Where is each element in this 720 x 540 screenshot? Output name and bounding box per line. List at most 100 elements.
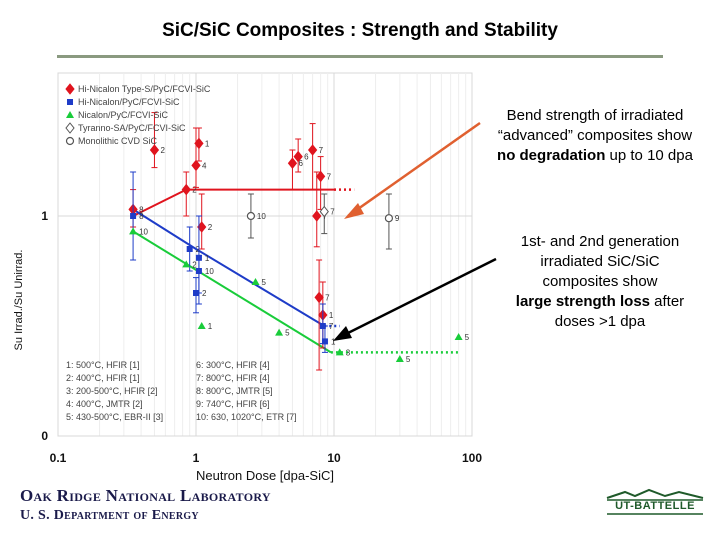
point-label: 7 <box>323 212 328 221</box>
note1-bold: no degradation <box>497 147 606 164</box>
point-label: 8 <box>139 205 144 214</box>
y-tick-label: 1 <box>41 209 48 223</box>
point-label: 10 <box>257 212 266 221</box>
point-label: 8 <box>139 212 144 221</box>
arrowhead-black <box>333 326 352 341</box>
marker-square <box>321 338 328 345</box>
condition-label: 10: 630, 1020°C, ETR [7] <box>196 412 297 422</box>
point-label: 5 <box>285 329 290 338</box>
point-label: 2 <box>160 146 165 155</box>
axes: 0.1 1 10 100 0 1 <box>41 209 482 465</box>
note2-line3: composites show <box>542 273 658 290</box>
logo-text: UT-BATTELLE <box>615 500 695 512</box>
point-label: 5 <box>465 333 470 342</box>
point-label: 2 <box>208 223 213 232</box>
point-label: 7 <box>327 172 332 181</box>
note1-tail: up to 10 dpa <box>605 147 693 164</box>
condition-label: 8: 800°C, JMTR [5] <box>196 386 273 396</box>
note2-line5: doses >1 dpa <box>554 313 646 330</box>
marker-triangle <box>66 111 74 118</box>
note2-line1: 1st- and 2nd generation <box>520 233 680 250</box>
legend: Hi-Nicalon Type-S/PyC/FCVI-SiC Hi-Nicalon… <box>65 83 211 146</box>
marker-diamond <box>65 83 75 95</box>
marker-diamond <box>307 144 318 156</box>
point-label: 2 <box>196 245 201 254</box>
point-label: 10 <box>139 227 148 236</box>
marker-diamond <box>149 144 160 156</box>
marker-diamond <box>194 137 204 150</box>
point-label: 7 <box>325 293 330 302</box>
marker-diamond <box>314 291 324 304</box>
annotation-arrows <box>333 121 497 341</box>
condition-label: 2: 400°C, HFIR [1] <box>66 373 140 383</box>
marker-diamond <box>315 170 326 183</box>
point-label: 1 <box>329 311 334 320</box>
arrow-black <box>337 257 497 340</box>
y-axis-label: Su Irrad./Su Unirrad. <box>13 250 25 351</box>
marker-triangle <box>275 328 284 336</box>
point-label: 2 <box>192 186 197 195</box>
marker-diamond <box>191 159 201 172</box>
page-title: SiC/SiC Composites : Strength and Stabil… <box>162 20 558 41</box>
x-tick-label: 10 <box>327 451 341 465</box>
marker-diamond <box>65 122 75 134</box>
point-label: 3 <box>346 348 351 357</box>
legend-label: Tyranno-SA/PyC/FCVI-SiC <box>78 123 186 133</box>
condition-label: 9: 740°C, HFIR [6] <box>196 399 270 409</box>
x-tick-label: 0.1 <box>50 451 67 465</box>
ut-battelle-logo <box>606 488 704 515</box>
point-label: 4 <box>202 161 207 170</box>
marker-square <box>130 213 137 219</box>
x-tick-label: 1 <box>193 451 200 465</box>
legend-label: Hi-Nicalon/PyC/FCVI-SiC <box>78 97 180 107</box>
org-department: U. S. Department of Energy <box>20 508 199 523</box>
point-label: 7 <box>329 322 334 331</box>
point-label: 6 <box>304 153 309 162</box>
condition-label: 4: 400°C, JMTR [2] <box>66 399 143 409</box>
note2-tail: after <box>650 293 685 310</box>
annotation-no-degradation: Bend strength of irradiated “advanced” c… <box>470 106 720 166</box>
point-label: 7 <box>330 208 335 217</box>
legend-label: Hi-Nicalon Type-S/PyC/FCVI-SiC <box>78 84 211 94</box>
trend-line <box>132 230 332 354</box>
title-divider <box>57 55 663 58</box>
annotation-strength-loss: 1st- and 2nd generation irradiated SiC/S… <box>480 232 720 332</box>
condition-label: 5: 430-500°C, EBR-II [3] <box>66 412 163 422</box>
marker-square <box>67 99 73 105</box>
marker-triangle <box>182 260 191 268</box>
marker-circle <box>246 211 256 221</box>
condition-label: 1: 500°C, HFIR [1] <box>66 360 140 370</box>
conditions-list: 1: 500°C, HFIR [1] 2: 400°C, HFIR [1] 3: 2… <box>66 360 297 422</box>
x-axis-label: Neutron Dose [dpa-SiC] <box>196 468 334 483</box>
point-label: 6 <box>298 159 303 168</box>
point-label: 10 <box>205 267 214 276</box>
footer-organization: Oak Ridge National Laboratory U. S. Depa… <box>20 486 271 524</box>
point-label: 2 <box>202 289 207 298</box>
marker-triangle <box>395 355 404 362</box>
marker-triangle <box>251 278 260 285</box>
marker-square <box>186 246 193 252</box>
marker-diamond <box>312 210 322 222</box>
point-label: 2 <box>192 260 197 269</box>
note2-line2: irradiated SiC/SiC <box>540 253 660 270</box>
marker-circle <box>384 214 394 223</box>
note1-line1: Bend strength of irradiated <box>506 107 684 124</box>
marker-triangle <box>129 227 138 235</box>
marker-triangle <box>197 322 206 329</box>
marker-diamond <box>287 157 298 170</box>
trend-line <box>132 208 325 327</box>
condition-label: 7: 800°C, HFIR [4] <box>196 373 270 383</box>
y-axis-label-text: Su Irrad./Su Unirrad. <box>13 250 25 351</box>
point-label: 5 <box>262 278 267 287</box>
note2-bold: large strength loss <box>515 293 650 310</box>
marker-triangle <box>454 333 463 340</box>
point-label: 1 <box>205 139 210 148</box>
marker-diamond <box>181 183 191 196</box>
point-label: 7 <box>319 146 324 155</box>
marker-circle <box>65 136 75 146</box>
x-tick-label: 100 <box>462 451 482 465</box>
marker-diamond <box>319 205 329 218</box>
arrow-red <box>347 121 481 218</box>
